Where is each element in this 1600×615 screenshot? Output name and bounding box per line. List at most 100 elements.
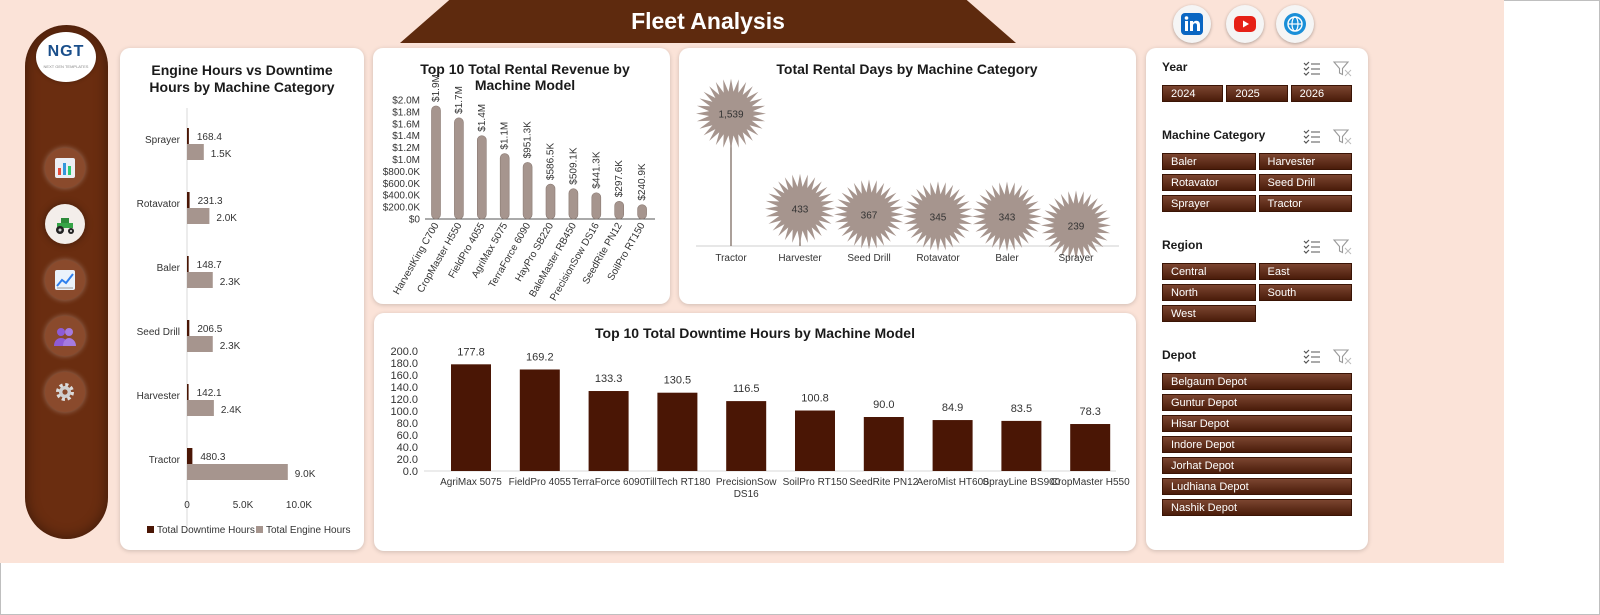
chart-title-line1: Engine Hours vs Downtime [151, 62, 332, 78]
downtime-value-label: 90.0 [873, 399, 894, 411]
downtime-bar[interactable] [932, 420, 973, 471]
logo[interactable]: NGT NEXT GEN TEMPLATES [36, 32, 96, 82]
downtime-bar[interactable] [187, 320, 190, 336]
linkedin-icon [1181, 13, 1203, 35]
slicer-item[interactable]: Hisar Depot [1162, 415, 1352, 432]
youtube-button[interactable] [1226, 5, 1264, 43]
downtime-bar[interactable] [1001, 420, 1042, 471]
downtime-bar[interactable] [1070, 424, 1111, 471]
slicer-item[interactable]: Seed Drill [1258, 174, 1352, 191]
slicer-toolbar [1302, 237, 1354, 255]
slicer-item[interactable]: North [1162, 284, 1256, 301]
downtime-bar[interactable] [451, 364, 491, 471]
rental-days-value-label: 345 [930, 212, 947, 223]
starburst-marker[interactable] [903, 181, 973, 252]
slicer-item[interactable]: Belgaum Depot [1162, 373, 1352, 390]
nav-dashboard-button[interactable] [45, 148, 85, 188]
downtime-bar[interactable] [519, 369, 560, 471]
slicer-item[interactable]: Jorhat Depot [1162, 457, 1352, 474]
x-tick-label: 5.0K [233, 500, 254, 511]
revenue-bar[interactable] [477, 135, 487, 220]
y-tick-label: 180.0 [390, 358, 418, 370]
downtime-bar[interactable] [588, 391, 629, 471]
downtime-bar[interactable] [187, 128, 189, 144]
x-tick-label: 10.0K [286, 500, 312, 511]
downtime-bar[interactable] [187, 384, 189, 400]
slicer-item[interactable]: 2026 [1290, 85, 1352, 102]
revenue-bar[interactable] [545, 183, 556, 220]
multi-select-icon[interactable] [1303, 61, 1320, 76]
downtime-bar[interactable] [726, 401, 767, 471]
multi-select-icon[interactable] [1303, 239, 1320, 254]
rental-days-value-label: 367 [861, 210, 878, 221]
engine-bar[interactable] [187, 144, 204, 160]
starburst-marker[interactable] [1041, 190, 1111, 261]
nav-trends-button[interactable] [45, 260, 85, 300]
slicer-item[interactable]: West [1162, 305, 1256, 322]
multi-select-icon[interactable] [1303, 349, 1320, 364]
revenue-bar[interactable] [431, 105, 441, 220]
revenue-bar[interactable] [568, 188, 579, 220]
engine-bar[interactable] [187, 464, 288, 480]
clear-filter-icon[interactable] [1332, 129, 1352, 145]
downtime-bar[interactable] [187, 256, 189, 272]
nav-users-button[interactable] [45, 316, 85, 356]
clear-filter-icon[interactable] [1332, 349, 1352, 365]
downtime-bar[interactable] [863, 417, 904, 471]
rental-days-chart: Total Rental Days by Machine Category 1,… [696, 61, 1119, 264]
engine-bar[interactable] [187, 208, 210, 224]
slicer-item[interactable]: Guntur Depot [1162, 394, 1352, 411]
slicer-item[interactable]: Baler [1162, 153, 1256, 170]
chart-title-line2: Hours by Machine Category [149, 79, 334, 95]
downtime-value-label: 168.4 [197, 132, 222, 143]
slicer-item[interactable]: Sprayer [1162, 195, 1256, 212]
slicer-item[interactable]: 2025 [1226, 85, 1288, 102]
y-tick-label: $1.8M [392, 107, 420, 118]
revenue-bar[interactable] [499, 153, 510, 220]
clear-filter-icon[interactable] [1332, 239, 1352, 255]
slicer-item[interactable]: Rotavator [1162, 174, 1256, 191]
slicer-item[interactable]: Tractor [1258, 195, 1352, 212]
revenue-bar[interactable] [591, 192, 602, 220]
slicer-item[interactable]: Nashik Depot [1162, 499, 1352, 516]
revenue-bar[interactable] [637, 204, 647, 220]
slicer-item[interactable]: Central [1162, 263, 1256, 280]
starburst-marker[interactable] [765, 173, 835, 244]
clear-filter-icon[interactable] [1332, 61, 1352, 77]
revenue-bar[interactable] [614, 200, 624, 220]
nav-settings-button[interactable] [45, 372, 85, 412]
revenue-value-label: $297.6K [614, 160, 625, 198]
slicer-item[interactable]: Ludhiana Depot [1162, 478, 1352, 495]
downtime-bar[interactable] [187, 192, 190, 208]
starburst-marker[interactable] [972, 181, 1042, 252]
engine-bar[interactable] [187, 336, 213, 352]
slicer-item[interactable]: South [1258, 284, 1352, 301]
engine-bar[interactable] [187, 400, 214, 416]
slicer-item[interactable]: East [1258, 263, 1352, 280]
downtime-bar[interactable] [187, 448, 193, 464]
downtime-card: Top 10 Total Downtime Hours by Machine M… [374, 313, 1136, 551]
revenue-value-label: $509.1K [568, 147, 579, 185]
downtime-bar[interactable] [657, 392, 698, 471]
category-label: Tractor [149, 455, 181, 466]
revenue-bar[interactable] [454, 117, 464, 220]
linkedin-button[interactable] [1173, 5, 1211, 43]
downtime-bar[interactable] [795, 410, 835, 471]
starburst-marker[interactable] [834, 179, 904, 250]
multi-select-icon[interactable] [1303, 129, 1320, 144]
downtime-value-label: 148.7 [197, 260, 222, 271]
slicer-item[interactable]: Harvester [1258, 153, 1352, 170]
engine-downtime-chart: Engine Hours vs Downtime Hours by Machin… [137, 62, 351, 536]
website-button[interactable] [1276, 5, 1314, 43]
category-label: Baler [995, 253, 1019, 264]
slicer-item[interactable]: Indore Depot [1162, 436, 1352, 453]
engine-bar[interactable] [187, 272, 213, 288]
slicer-item[interactable]: 2024 [1162, 85, 1224, 102]
revenue-bar[interactable] [522, 162, 533, 220]
nav-fleet-button[interactable] [45, 204, 85, 244]
starburst-marker[interactable] [696, 78, 766, 149]
globe-icon [1284, 13, 1306, 35]
title-banner [400, 0, 1016, 43]
engine-value-label: 2.4K [221, 405, 242, 416]
y-tick-label: $1.0M [392, 155, 420, 166]
